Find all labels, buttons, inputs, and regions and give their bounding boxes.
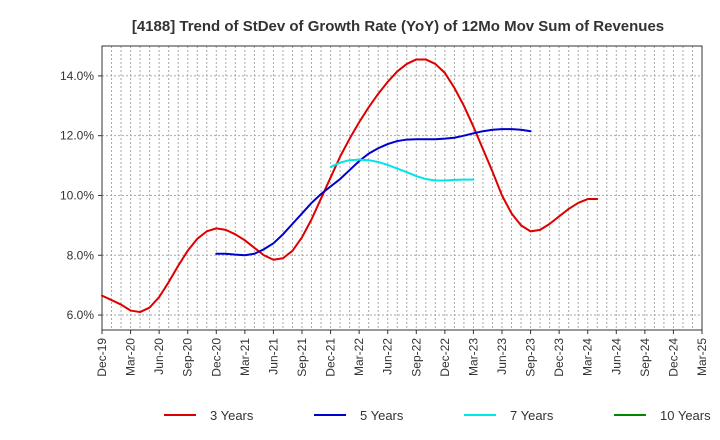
x-tick-label: Dec-22 [438, 338, 452, 377]
y-tick-label: 10.0% [60, 188, 94, 202]
x-tick-label: Dec-24 [666, 338, 680, 377]
legend-label-7-years: 7 Years [510, 408, 554, 423]
x-tick-label: Dec-23 [552, 338, 566, 377]
x-tick-label: Mar-25 [695, 338, 709, 376]
y-tick-label: 6.0% [67, 308, 95, 322]
legend: 3 Years 5 Years 7 Years 10 Years [164, 408, 711, 423]
x-tick-label: Jun-21 [266, 338, 280, 375]
x-tick-label: Dec-19 [95, 338, 109, 377]
x-tick-label: Sep-24 [638, 338, 652, 377]
series-line-3-years [101, 58, 599, 314]
y-tick-label: 14.0% [60, 69, 94, 83]
y-tick-label: 8.0% [67, 248, 95, 262]
series-line-7-years [329, 158, 475, 182]
series-line-5-years [215, 128, 532, 257]
x-tick-label: Jun-20 [152, 338, 166, 375]
y-tick-label: 12.0% [60, 129, 94, 143]
legend-label-5-years: 5 Years [360, 408, 404, 423]
chart-title: [4188] Trend of StDev of Growth Rate (Yo… [132, 18, 664, 35]
series-lines [101, 58, 599, 314]
y-axis: 6.0% 8.0% 10.0% 12.0% 14.0% [60, 69, 102, 322]
x-tick-label: Mar-21 [238, 338, 252, 376]
x-tick-label: Jun-24 [609, 338, 623, 375]
x-tick-label: Mar-22 [352, 338, 366, 376]
x-tick-label: Dec-21 [324, 338, 338, 377]
plot-frame [101, 45, 703, 331]
x-tick-label: Jun-22 [381, 338, 395, 375]
x-tick-label: Mar-23 [466, 338, 480, 376]
x-tick-label: Mar-24 [581, 338, 595, 376]
x-tick-label: Sep-21 [295, 338, 309, 377]
x-tick-label: Mar-20 [124, 338, 138, 376]
x-tick-label: Jun-23 [495, 338, 509, 375]
x-tick-label: Sep-20 [181, 338, 195, 377]
x-axis: Dec-19 Mar-20 Jun-20 Sep-20 Dec-20 Mar-21 Jun-… [95, 330, 709, 377]
x-tick-label: Sep-23 [524, 338, 538, 377]
grid-lines [102, 46, 702, 330]
x-tick-label: Dec-20 [209, 338, 223, 377]
x-tick-label: Sep-22 [409, 338, 423, 377]
legend-label-10-years: 10 Years [660, 408, 711, 423]
legend-label-3-years: 3 Years [210, 408, 254, 423]
